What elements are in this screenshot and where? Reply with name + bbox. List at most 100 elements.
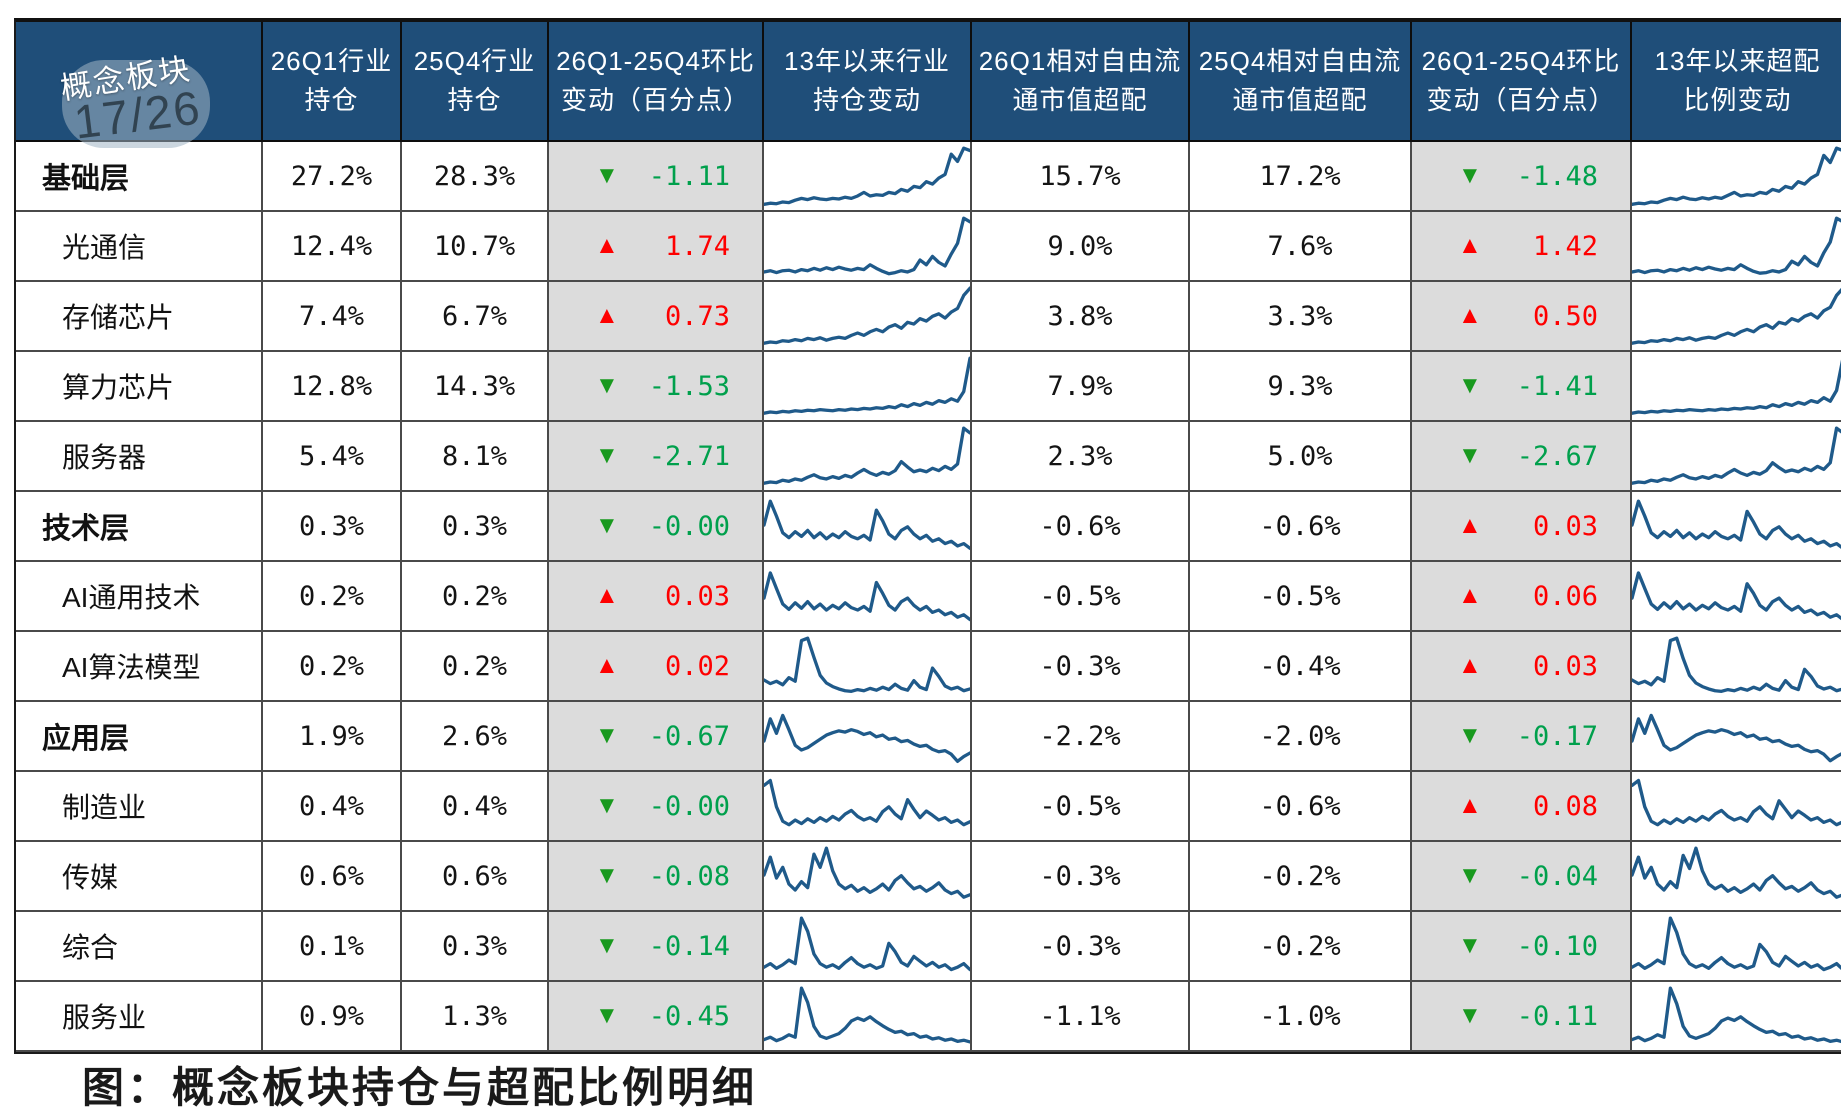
industry-q4-cell: 0.3% bbox=[402, 492, 549, 562]
overweight-change-cell: ▼ -2.67 bbox=[1412, 422, 1632, 492]
industry-change-cell: ▲ 0.73 bbox=[549, 282, 764, 352]
industry-q4-cell: 0.3% bbox=[402, 912, 549, 982]
sparkline-chart bbox=[1632, 146, 1841, 206]
industry-q4-cell: 0.2% bbox=[402, 632, 549, 702]
overweight-q1-cell: -0.5% bbox=[972, 562, 1190, 632]
overweight-change-cell: ▲ 0.06 bbox=[1412, 562, 1632, 632]
overweight-q1-cell: 15.7% bbox=[972, 142, 1190, 212]
down-triangle-icon: ▼ bbox=[1458, 862, 1482, 889]
change-value: 0.03 bbox=[1532, 650, 1598, 682]
change-value: -1.48 bbox=[1516, 160, 1598, 192]
column-header: 26Q1-25Q4环比 变动（百分点） bbox=[549, 22, 764, 142]
industry-q1-cell: 12.4% bbox=[263, 212, 402, 282]
column-header: 13年以来行业 持仓变动 bbox=[764, 22, 972, 142]
overweight-change-cell: ▼ -0.10 bbox=[1412, 912, 1632, 982]
sector-label-cell: 制造业 bbox=[16, 772, 263, 842]
industry-q1-cell: 12.8% bbox=[263, 352, 402, 422]
overweight-q4-cell: -0.2% bbox=[1190, 912, 1412, 982]
change-value: -0.67 bbox=[648, 720, 730, 752]
industry-q1-cell: 0.6% bbox=[263, 842, 402, 912]
industry-change-cell: ▼ -0.67 bbox=[549, 702, 764, 772]
column-header: 26Q1行业 持仓 bbox=[263, 22, 402, 142]
change-value: -0.10 bbox=[1516, 930, 1598, 962]
industry-change-cell: ▼ -0.45 bbox=[549, 982, 764, 1052]
change-value: -0.45 bbox=[648, 1000, 730, 1032]
industry-q1-cell: 7.4% bbox=[263, 282, 402, 352]
sparkline-chart bbox=[764, 713, 970, 763]
overweight-q1-cell: -1.1% bbox=[972, 982, 1190, 1052]
sector-label-cell: 存储芯片 bbox=[16, 282, 263, 352]
holdings-table: 概念板块 17/26 26Q1行业 持仓 25Q4行业 持仓 26Q1-25Q4环比… bbox=[14, 18, 1841, 1054]
sector-label-cell: 算力芯片 bbox=[16, 352, 263, 422]
industry-q4-cell: 14.3% bbox=[402, 352, 549, 422]
overweight-q1-cell: -0.6% bbox=[972, 492, 1190, 562]
change-value: 1.74 bbox=[664, 230, 730, 262]
industry-q4-cell: 1.3% bbox=[402, 982, 549, 1052]
overweight-change-cell: ▲ 0.08 bbox=[1412, 772, 1632, 842]
sparkline-chart bbox=[1632, 571, 1841, 621]
sparkline-chart bbox=[1632, 713, 1841, 763]
column-header: 13年以来超配 比例变动 bbox=[1632, 22, 1841, 142]
industry-sparkline-cell bbox=[764, 562, 972, 632]
overweight-sparkline-cell bbox=[1632, 422, 1841, 492]
industry-change-cell: ▼ -1.11 bbox=[549, 142, 764, 212]
industry-q1-cell: 27.2% bbox=[263, 142, 402, 212]
overweight-q4-cell: -0.6% bbox=[1190, 492, 1412, 562]
sparkline-chart bbox=[764, 916, 970, 972]
sparkline-chart bbox=[1632, 287, 1841, 345]
industry-q4-cell: 8.1% bbox=[402, 422, 549, 492]
sector-label-cell: 服务业 bbox=[16, 982, 263, 1052]
overweight-q1-cell: -0.3% bbox=[972, 912, 1190, 982]
industry-change-cell: ▼ -0.14 bbox=[549, 912, 764, 982]
sector-label-cell: AI算法模型 bbox=[16, 632, 263, 702]
industry-sparkline-cell bbox=[764, 912, 972, 982]
overweight-change-cell: ▼ -0.11 bbox=[1412, 982, 1632, 1052]
sector-label-cell: 传媒 bbox=[16, 842, 263, 912]
down-triangle-icon: ▼ bbox=[595, 372, 619, 399]
overweight-sparkline-cell bbox=[1632, 702, 1841, 772]
overweight-sparkline-cell bbox=[1632, 492, 1841, 562]
overweight-sparkline-cell bbox=[1632, 142, 1841, 212]
down-triangle-icon: ▼ bbox=[595, 792, 619, 819]
industry-q4-cell: 28.3% bbox=[402, 142, 549, 212]
sparkline-chart bbox=[764, 356, 970, 415]
sector-label-cell: 服务器 bbox=[16, 422, 263, 492]
industry-sparkline-cell bbox=[764, 982, 972, 1052]
down-triangle-icon: ▼ bbox=[595, 722, 619, 749]
column-header: 26Q1-25Q4环比 变动（百分点） bbox=[1412, 22, 1632, 142]
industry-sparkline-cell bbox=[764, 842, 972, 912]
change-value: -2.67 bbox=[1516, 440, 1598, 472]
industry-sparkline-cell bbox=[764, 702, 972, 772]
overweight-q1-cell: -2.2% bbox=[972, 702, 1190, 772]
overweight-q4-cell: 5.0% bbox=[1190, 422, 1412, 492]
industry-change-cell: ▼ -2.71 bbox=[549, 422, 764, 492]
industry-q4-cell: 10.7% bbox=[402, 212, 549, 282]
page-indicator-pill bbox=[62, 60, 210, 148]
column-header: 25Q4行业 持仓 bbox=[402, 22, 549, 142]
change-value: 0.50 bbox=[1532, 300, 1598, 332]
overweight-q4-cell: 7.6% bbox=[1190, 212, 1412, 282]
industry-change-cell: ▼ -1.53 bbox=[549, 352, 764, 422]
overweight-sparkline-cell bbox=[1632, 352, 1841, 422]
overweight-q1-cell: -0.5% bbox=[972, 772, 1190, 842]
down-triangle-icon: ▼ bbox=[1458, 932, 1482, 959]
sparkline-chart bbox=[764, 778, 970, 827]
overweight-sparkline-cell bbox=[1632, 912, 1841, 982]
sparkline-chart bbox=[1632, 216, 1841, 275]
sparkline-chart bbox=[1632, 426, 1841, 485]
change-value: 0.03 bbox=[664, 580, 730, 612]
sparkline-chart bbox=[764, 286, 970, 345]
overweight-sparkline-cell bbox=[1632, 772, 1841, 842]
change-value: 1.42 bbox=[1532, 230, 1598, 262]
overweight-q1-cell: 2.3% bbox=[972, 422, 1190, 492]
change-value: -0.04 bbox=[1516, 860, 1598, 892]
overweight-sparkline-cell bbox=[1632, 562, 1841, 632]
down-triangle-icon: ▼ bbox=[595, 932, 619, 959]
down-triangle-icon: ▼ bbox=[1458, 442, 1482, 469]
overweight-sparkline-cell bbox=[1632, 842, 1841, 912]
up-triangle-icon: ▲ bbox=[1458, 652, 1482, 679]
up-triangle-icon: ▲ bbox=[1458, 512, 1482, 539]
overweight-q1-cell: -0.3% bbox=[972, 842, 1190, 912]
industry-change-cell: ▲ 0.03 bbox=[549, 562, 764, 632]
overweight-q4-cell: -0.4% bbox=[1190, 632, 1412, 702]
